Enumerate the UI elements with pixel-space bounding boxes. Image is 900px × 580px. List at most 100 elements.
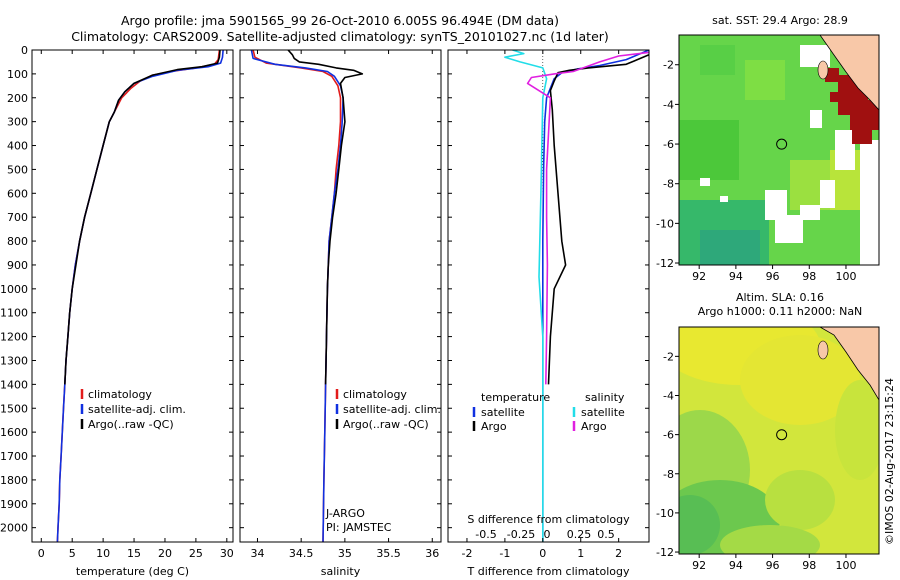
legend-label: satellite xyxy=(581,406,625,419)
series-line-argo-raw-qc- xyxy=(287,50,364,385)
sst-nodata xyxy=(765,190,787,220)
map-y-tick-label: -2 xyxy=(663,350,674,363)
x2-tick-label: 0.25 xyxy=(567,528,592,541)
map-x-tick-label: 98 xyxy=(802,270,816,283)
sla-map-title-line2: Argo h1000: 0.11 h2000: NaN xyxy=(697,305,863,318)
map-y-tick-label: -6 xyxy=(663,138,674,151)
annotation-pi: PI: JAMSTEC xyxy=(326,521,392,534)
sst-island xyxy=(817,60,829,80)
sst-patch xyxy=(745,60,785,100)
timestamp-stamp: ©IMOS 02-Aug-2017 23:15:24 xyxy=(883,378,896,545)
x-tick-label: -1 xyxy=(499,547,510,560)
sst-nodata xyxy=(820,180,835,208)
salinity-series-group xyxy=(250,50,364,542)
legend-label: satellite xyxy=(481,406,525,419)
y-tick-label: 900 xyxy=(7,259,28,272)
salinity-panel: 34 34.5 35 35.5 36 salinity climatology satelli… xyxy=(239,49,442,578)
sst-map-title: sat. SST: 29.4 Argo: 28.9 xyxy=(712,14,848,27)
sst-nodata xyxy=(775,215,803,243)
x-tick-label: 1 xyxy=(577,547,584,560)
sla-map-axes: 92 94 96 98 100 -2 -4 -6 -8 -10 -12 xyxy=(656,350,856,572)
annotation-jargo: J-ARGO xyxy=(325,507,365,520)
map-x-tick-label: 94 xyxy=(729,270,743,283)
y-tick-label: 500 xyxy=(7,163,28,176)
plot-area xyxy=(32,50,233,542)
y-tick-label: 1100 xyxy=(0,307,28,320)
x2-tick-label: -0.25 xyxy=(507,528,535,541)
sst-land xyxy=(819,35,879,111)
sst-hot xyxy=(852,130,872,144)
y-tick-label: 1300 xyxy=(0,354,28,367)
sst-map-axes: 92 94 96 98 100 -2 -4 -6 -8 -10 -12 xyxy=(656,59,856,283)
x-tick-label: 34.5 xyxy=(289,547,314,560)
sst-nodata xyxy=(860,140,879,265)
map-y-tick-label: -4 xyxy=(663,389,674,402)
difference-panel: -2 -1 0 1 2 T difference from climatology temp… xyxy=(447,49,650,578)
map-y-tick-label: -12 xyxy=(656,546,674,559)
y-tick-label: 300 xyxy=(7,116,28,129)
sla-map-frame xyxy=(678,326,880,555)
y-tick-label: 1000 xyxy=(0,283,28,296)
sla-land xyxy=(819,327,879,401)
legend-label: Argo(..raw -QC) xyxy=(88,418,174,431)
sst-patch xyxy=(679,120,739,180)
x-axis-label-secondary: S difference from climatology xyxy=(467,513,630,526)
sla-patch xyxy=(835,380,879,480)
map-y-tick-label: -12 xyxy=(656,257,674,270)
x2-tick-label: 0 xyxy=(544,528,551,541)
sla-patch xyxy=(720,525,820,554)
x-tick-label: 2 xyxy=(615,547,622,560)
x-tick-label: 35.5 xyxy=(376,547,401,560)
difference-series-group xyxy=(504,50,649,542)
y-tick-label: 1600 xyxy=(0,426,28,439)
y-tick-label: 800 xyxy=(7,235,28,248)
y-tick-label: 700 xyxy=(7,211,28,224)
x-axis-label: T difference from climatology xyxy=(467,565,630,578)
legend-header-temperature: temperature xyxy=(481,391,550,404)
y-tick-label: 400 xyxy=(7,140,28,153)
sst-nodata xyxy=(800,205,820,220)
x-tick-label: 5 xyxy=(69,547,76,560)
x-tick-label: 36 xyxy=(425,547,439,560)
x-tick-label: 15 xyxy=(127,547,141,560)
plot-frame xyxy=(447,49,650,543)
map-y-tick-label: -10 xyxy=(656,507,674,520)
series-line-argo-raw-qc- xyxy=(64,50,221,385)
series-line-temperature-satellite xyxy=(542,50,649,542)
sla-patch xyxy=(740,335,860,425)
map-x-tick-label: 96 xyxy=(766,559,780,572)
sla-map xyxy=(679,327,879,554)
legend-label: climatology xyxy=(88,388,152,401)
legend-label: satellite-adj. clim. xyxy=(88,403,186,416)
x-tick-label: 0 xyxy=(38,547,45,560)
map-x-tick-label: 98 xyxy=(802,559,816,572)
map-x-tick-label: 100 xyxy=(835,270,856,283)
x-axis-label: salinity xyxy=(321,565,361,578)
temperature-panel: 0 5 10 15 20 25 300100200300400500600700800900… xyxy=(0,44,234,578)
legend-label: Argo xyxy=(581,420,607,433)
map-y-tick-label: -2 xyxy=(663,59,674,72)
legend-label: climatology xyxy=(343,388,407,401)
y-tick-label: 1800 xyxy=(0,474,28,487)
x-tick-label: -2 xyxy=(461,547,472,560)
sst-float-marker xyxy=(776,138,788,150)
y-tick-label: 600 xyxy=(7,187,28,200)
x-tick-label: 0 xyxy=(539,547,546,560)
sla-patch xyxy=(765,470,835,530)
plot-frame xyxy=(31,49,234,543)
map-y-tick-label: -8 xyxy=(663,468,674,481)
sst-nodata xyxy=(720,196,728,202)
y-tick-label: 1500 xyxy=(0,402,28,415)
y-tick-label: 1700 xyxy=(0,450,28,463)
legend-label: Argo(..raw -QC) xyxy=(343,418,429,431)
sst-hot xyxy=(825,68,839,82)
map-y-tick-label: -8 xyxy=(663,178,674,191)
figure-title-line2: Climatology: CARS2009. Satellite-adjuste… xyxy=(71,29,609,44)
map-y-tick-label: -4 xyxy=(663,98,674,111)
map-x-tick-label: 94 xyxy=(729,559,743,572)
figure-title-line1: Argo profile: jma 5901565_99 26-Oct-2010… xyxy=(120,13,560,28)
map-y-tick-label: -6 xyxy=(663,429,674,442)
legend-label: Argo xyxy=(481,420,507,433)
temperature-series-group xyxy=(56,50,224,542)
